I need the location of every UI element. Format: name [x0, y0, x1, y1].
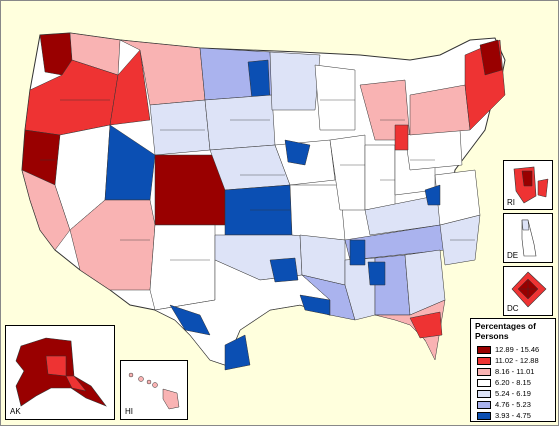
region-nd-blue: [247, 59, 271, 101]
region-tx-west-blue: [169, 304, 211, 336]
region-ms-blue: [349, 239, 366, 266]
county-boundaries: [40, 99, 475, 261]
legend-item: 6.20 - 8.15: [477, 378, 555, 388]
region-mo: [289, 184, 346, 241]
legend-swatch: [477, 412, 491, 420]
legend-range-label: 3.93 - 4.75: [495, 411, 531, 420]
legend-item: 12.89 - 15.46: [477, 345, 555, 355]
legend-swatch: [477, 368, 491, 376]
legend-range-label: 4.76 - 5.23: [495, 400, 531, 409]
legend-range-label: 11.02 - 12.88: [495, 356, 539, 365]
inset-hi: HI: [120, 360, 188, 420]
inset-dc: DC: [503, 266, 553, 316]
region-co: [154, 154, 226, 226]
region-tx: [154, 259, 331, 366]
legend-item: 11.02 - 12.88: [477, 356, 555, 366]
legend-title: Percentages of Persons: [475, 321, 536, 341]
legend-swatch: [477, 379, 491, 387]
inset-dc-label: DC: [507, 304, 519, 313]
region-id: [109, 49, 151, 126]
region-wy: [149, 99, 211, 156]
hi-map: [128, 372, 180, 410]
legend-range-label: 6.20 - 8.15: [495, 378, 531, 387]
region-la: [301, 274, 356, 321]
de-map: [521, 219, 537, 257]
region-sd: [204, 94, 276, 151]
region-fl-red: [409, 311, 443, 339]
region-me-north: [479, 39, 503, 76]
legend-range-label: 12.89 - 15.46: [495, 345, 540, 354]
legend-item: 5.24 - 6.19: [477, 389, 555, 399]
inset-de-label: DE: [507, 251, 519, 260]
region-nm: [149, 224, 216, 311]
legend-swatch: [477, 357, 491, 365]
inset-ri: RI: [503, 160, 553, 210]
legend-range-label: 8.16 - 11.01: [495, 367, 535, 376]
region-ia-blue: [284, 139, 311, 166]
inset-hi-label: HI: [125, 407, 133, 416]
region-wi: [314, 64, 356, 131]
region-mn: [269, 51, 321, 111]
region-wv-blue: [424, 184, 441, 206]
legend-swatch: [477, 401, 491, 409]
region-ar-blue: [269, 257, 299, 283]
region-mi-red: [394, 124, 409, 151]
inset-ak-label: AK: [10, 407, 21, 416]
region-va-wv: [434, 169, 481, 226]
dc-map: [511, 271, 547, 308]
region-pa: [404, 129, 463, 171]
legend-swatch: [477, 346, 491, 354]
inset-ri-label: RI: [507, 198, 515, 207]
legend-item: 4.76 - 5.23: [477, 400, 555, 410]
inset-ak: AK: [5, 325, 115, 420]
legend-range-label: 5.24 - 6.19: [495, 389, 531, 398]
inset-de: DE: [503, 213, 553, 263]
region-ms: [344, 257, 376, 321]
legend: Percentages of Persons 12.89 - 15.46 11.0…: [470, 318, 556, 422]
legend-swatch: [477, 390, 491, 398]
legend-item: 3.93 - 4.75: [477, 411, 555, 421]
region-az: [69, 199, 156, 291]
region-in: [364, 144, 396, 211]
ak-map: [15, 337, 107, 407]
ri-map: [513, 166, 549, 204]
region-al-blue: [367, 261, 386, 286]
legend-item: 8.16 - 11.01: [477, 367, 555, 377]
region-tx-south-blue: [224, 334, 251, 371]
